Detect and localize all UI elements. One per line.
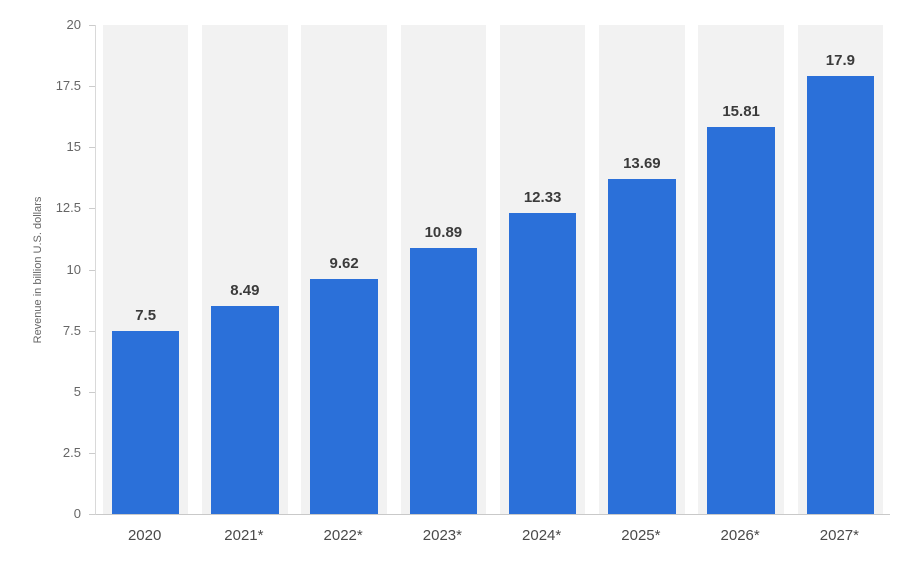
bar-value-label: 9.62	[329, 254, 359, 272]
bar-value-label: 15.81	[722, 103, 760, 121]
y-axis: 0 2.5 5 7.5 10 12.5 15 17.5 20	[0, 17, 95, 521]
x-tick-label: 2022*	[323, 527, 363, 544]
y-tick-mark	[89, 391, 95, 393]
y-tick-mark	[89, 208, 95, 210]
bar-2021[interactable]	[211, 306, 279, 514]
x-tick-label: 2024*	[522, 527, 562, 544]
x-axis: 2020 2021* 2022* 2023* 2024* 2025* 2026* 2027*	[95, 523, 890, 547]
y-tick-label: 7.5	[62, 322, 81, 338]
y-tick-label: 5	[73, 383, 81, 399]
plot-area: 7.5 8.49 9.62 10.89 12.33 13.69 15.81 17.9	[95, 25, 890, 515]
y-tick-label: 17.5	[55, 78, 81, 94]
bar-2025[interactable]	[608, 179, 676, 514]
y-tick-label: 15	[66, 139, 81, 155]
bar-2026[interactable]	[707, 127, 775, 514]
bar-value-label: 13.69	[623, 155, 661, 173]
bar-2023[interactable]	[409, 247, 478, 514]
x-tick-label: 2021*	[224, 527, 264, 544]
x-tick-label: 2020	[127, 527, 162, 544]
bar-2027[interactable]	[806, 76, 875, 514]
x-tick-label: 2025*	[621, 527, 661, 544]
bar-value-label: 17.9	[825, 52, 855, 70]
y-tick-label: 20	[66, 17, 81, 32]
y-tick-label: 0	[73, 506, 81, 521]
x-tick-label: 2026*	[720, 527, 760, 544]
y-tick-label: 2.5	[62, 444, 81, 460]
bar-2022[interactable]	[310, 278, 378, 514]
y-tick-mark	[89, 86, 95, 88]
bar-value-label: 7.5	[135, 306, 157, 324]
bar-value-label: 8.49	[230, 282, 260, 300]
bar-value-label: 12.33	[523, 188, 562, 206]
bar-2020[interactable]	[111, 330, 180, 514]
bar-value-label: 10.89	[424, 223, 463, 241]
y-tick-label: 12.5	[55, 200, 81, 216]
y-tick-mark	[89, 452, 95, 454]
x-tick-label: 2027*	[819, 527, 859, 544]
x-tick-label: 2023*	[422, 527, 462, 544]
y-tick-mark	[89, 330, 95, 332]
y-tick-mark	[89, 147, 95, 149]
bar-2024[interactable]	[508, 212, 577, 514]
y-tick-mark	[89, 514, 95, 515]
y-tick-mark	[89, 25, 95, 26]
y-tick-mark	[89, 269, 95, 271]
y-tick-label: 10	[66, 261, 81, 277]
